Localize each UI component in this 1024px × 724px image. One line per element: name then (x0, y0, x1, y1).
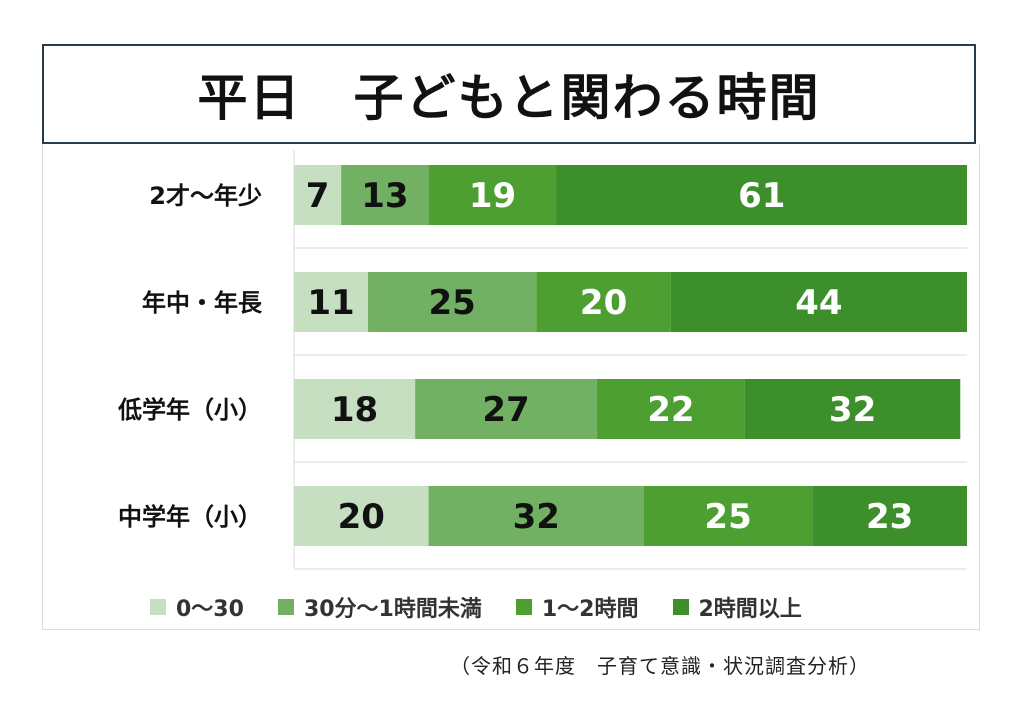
legend-item: 0～30 (150, 591, 244, 623)
data-label: 18 (331, 390, 378, 430)
chart-frame (42, 144, 980, 630)
data-label: 19 (469, 176, 516, 216)
legend-label: 0～30 (176, 597, 244, 622)
legend-item: 30分～1時間未満 (277, 591, 482, 623)
bar-segment (812, 486, 967, 546)
data-label: 20 (580, 283, 627, 323)
data-label: 23 (866, 497, 913, 537)
legend-swatch (150, 599, 166, 615)
legend-label: 30分～1時間未満 (303, 597, 482, 622)
category-label: 低学年（小） (117, 396, 262, 424)
bar-segment (428, 486, 644, 546)
legend-swatch (672, 599, 689, 615)
bar-segment (368, 272, 537, 332)
bar-segment (415, 379, 597, 439)
data-label: 27 (482, 390, 529, 430)
category-label: 2才～年少 (149, 182, 262, 210)
bar-segment (556, 165, 967, 225)
bar-segment (670, 272, 967, 332)
legend-label: 1～2時間 (541, 597, 639, 622)
bar-segment (294, 272, 369, 332)
data-label: 13 (361, 176, 408, 216)
category-label: 年中・年長 (142, 289, 263, 317)
chart-legend: 0～30 30分～1時間未満 1～2時間 2時間以上 (150, 592, 950, 622)
bar-segment (643, 486, 813, 546)
data-label: 20 (338, 497, 385, 537)
chart-title-box: 平日 子どもと関わる時間 (42, 44, 976, 144)
legend-swatch (277, 599, 294, 615)
category-label: 中学年（小） (118, 503, 262, 531)
legend-label: 2時間以上 (698, 597, 802, 622)
data-label: 44 (795, 283, 842, 323)
bar-segment (294, 486, 429, 546)
chart-title: 平日 子どもと関わる時間 (197, 69, 821, 127)
bar-segment (294, 165, 342, 225)
bar-segment (341, 165, 429, 225)
data-label: 32 (829, 390, 876, 430)
bar-segment (428, 165, 557, 225)
legend-item: 1～2時間 (515, 591, 639, 623)
bar-segment (294, 379, 416, 439)
legend-item: 2時間以上 (672, 591, 802, 623)
bar-segment (536, 272, 671, 332)
bar-segment (596, 379, 745, 439)
source-note: （令和６年度 子育て意識・状況調査分析） (450, 654, 870, 678)
data-label: 25 (704, 497, 751, 537)
data-label: 11 (307, 283, 354, 323)
legend-swatch (515, 599, 532, 615)
data-label: 22 (647, 390, 694, 430)
data-label: 7 (306, 176, 330, 216)
data-label: 32 (513, 497, 560, 537)
data-label: 25 (428, 283, 475, 323)
data-label: 61 (738, 176, 785, 216)
bar-segment (744, 379, 961, 439)
